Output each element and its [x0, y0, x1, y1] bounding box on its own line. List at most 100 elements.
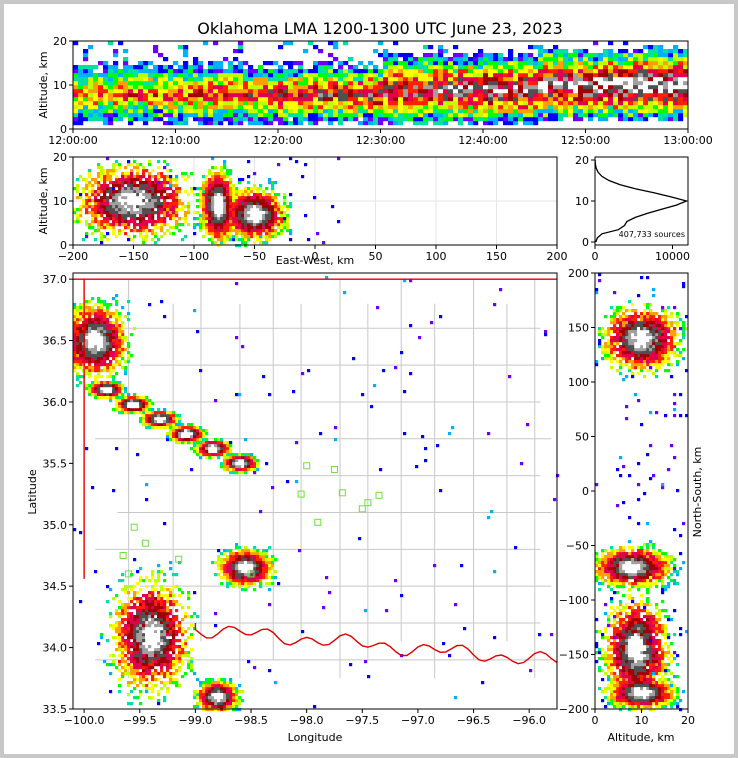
plan-view-cell [175, 609, 179, 613]
plan-view-cell [76, 333, 80, 337]
plan-view-cell [97, 336, 101, 340]
time-height-cell [498, 85, 504, 90]
plan-view-cell [163, 675, 167, 679]
plan-view-cell [214, 561, 218, 565]
time-height-cell [553, 45, 559, 50]
plan-view-cell [130, 690, 134, 694]
time-height-cell [438, 109, 444, 114]
plan-view-cell [121, 654, 125, 658]
east-west-cell [223, 190, 227, 194]
time-height-cell [348, 105, 354, 110]
time-height-cell [638, 49, 644, 54]
time-height-cell [233, 117, 239, 122]
plan-view-cell [136, 600, 140, 604]
east-west-cell [136, 211, 140, 215]
time-height-cell [598, 85, 604, 90]
time-height-cell [613, 61, 619, 66]
east-west-cell [217, 196, 221, 200]
east-west-cell [232, 202, 236, 206]
plan-view-cell [160, 609, 164, 613]
time-height-cell [468, 57, 474, 62]
time-height-cell [498, 81, 504, 86]
time-height-cell [483, 97, 489, 102]
time-height-cell [638, 97, 644, 102]
plan-view-cell [220, 678, 224, 682]
plan-view-cell [166, 681, 170, 685]
east-west-cell [268, 217, 272, 221]
time-height-cell [173, 109, 179, 114]
time-height-cell [273, 117, 279, 122]
plan-view-cell [187, 651, 191, 655]
east-west-cell [214, 235, 218, 239]
time-height-cell [193, 77, 199, 82]
east-west-cell [106, 202, 110, 206]
time-height-cell [163, 81, 169, 86]
east-west-cell [124, 214, 128, 218]
east-west-cell [229, 184, 233, 188]
plan-view-cell [169, 639, 173, 643]
time-height-cell [393, 121, 399, 126]
east-west-cell [154, 187, 158, 191]
east-west-cell [169, 193, 173, 197]
east-west-cell [238, 178, 242, 182]
east-west-cell [226, 184, 230, 188]
time-height-cell [153, 101, 159, 106]
time-height-cell [343, 69, 349, 74]
time-height-cell [358, 61, 364, 66]
plan-view-cell [160, 615, 164, 619]
plan-view-cell [94, 375, 98, 379]
time-height-cell [463, 109, 469, 114]
plan-view-cell [169, 588, 173, 592]
time-height-cell [328, 101, 334, 106]
time-height-cell [133, 65, 139, 70]
time-height-cell [533, 61, 539, 66]
time-height-cell [138, 89, 144, 94]
plan-view-cell [151, 576, 155, 580]
plan-view-cell [145, 669, 149, 673]
east-west-cell [271, 235, 275, 239]
time-height-cell [528, 117, 534, 122]
plan-view-cell [100, 387, 104, 391]
plan-view-cell [121, 642, 125, 646]
plan-view-cell [250, 579, 254, 583]
time-height-cell [543, 73, 549, 78]
plan-view-cell [136, 615, 140, 619]
east-west-cell [139, 205, 143, 209]
east-west-cell [190, 172, 194, 176]
east-west-cell [235, 226, 239, 230]
time-height-cell [253, 93, 259, 98]
time-height-cell [538, 109, 544, 114]
time-height-cell [133, 97, 139, 102]
east-west-cell [208, 229, 212, 233]
plan-view-cell [253, 570, 257, 574]
plan-view-cell [103, 318, 107, 322]
time-height-cell [328, 41, 334, 46]
plan-view-cell [157, 660, 161, 664]
plan-view-cell [97, 375, 101, 379]
time-height-cell [98, 97, 104, 102]
plan-view-cell [265, 561, 269, 565]
east-west-cell [88, 175, 92, 179]
plan-view-cell [130, 354, 134, 358]
plan-view-cell [118, 642, 122, 646]
east-west-cell [181, 175, 185, 179]
plan-view-cell [124, 591, 128, 595]
east-west-cell [226, 235, 230, 239]
time-height-cell [403, 105, 409, 110]
time-height-cell [173, 77, 179, 82]
time-height-cell [353, 65, 359, 70]
east-west-cell [91, 232, 95, 236]
time-height-cell [643, 69, 649, 74]
plan-view-cell [139, 405, 143, 409]
plan-view-cell [145, 399, 149, 403]
east-west-cell [127, 193, 131, 197]
time-height-cell [518, 61, 524, 66]
time-height-cell [258, 121, 264, 126]
time-height-cell [313, 97, 319, 102]
east-west-cell [172, 205, 176, 209]
time-height-cell [623, 69, 629, 74]
plan-view-cell [151, 627, 155, 631]
east-west-cell [265, 226, 269, 230]
time-height-cell [543, 85, 549, 90]
time-height-cell [638, 85, 644, 90]
